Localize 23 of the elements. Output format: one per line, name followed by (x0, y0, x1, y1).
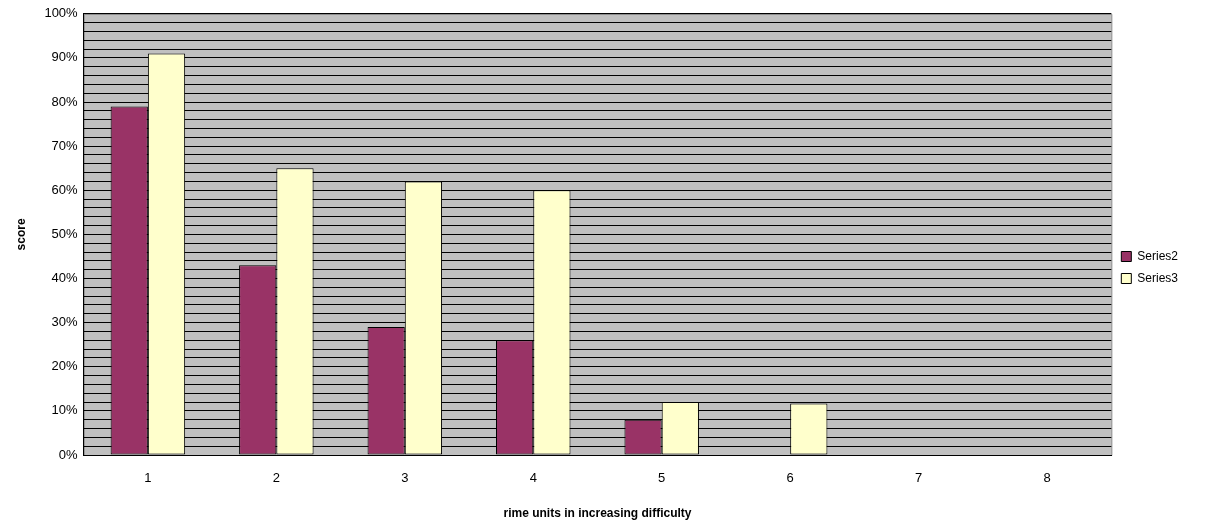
x-tick-label: 7 (915, 470, 923, 486)
legend-label: Series2 (1137, 248, 1179, 263)
y-tick-label: 30% (51, 314, 79, 330)
y-tick-label: 80% (51, 93, 79, 109)
y-tick-label: 60% (51, 181, 79, 197)
x-tick-label: 5 (658, 470, 666, 486)
x-tick-label: 2 (272, 470, 280, 486)
y-tick-label: 50% (51, 225, 79, 241)
y-tick-label: 40% (51, 270, 79, 286)
legend-label: Series3 (1137, 270, 1179, 285)
x-axis-title: rime units in increasing difficulty (503, 506, 692, 521)
x-tick-label: 8 (1043, 470, 1051, 486)
y-tick-label: 70% (51, 137, 79, 153)
y-axis-title: score (13, 218, 28, 251)
y-tick-label: 90% (51, 49, 79, 65)
y-tick-label: 0% (58, 446, 79, 462)
y-tick-label: 10% (51, 402, 79, 418)
x-tick-label: 4 (529, 470, 537, 486)
x-tick-label: 1 (144, 470, 152, 486)
y-tick-label: 100% (44, 5, 79, 21)
x-tick-label: 3 (401, 470, 409, 486)
y-tick-label: 20% (51, 358, 79, 374)
x-tick-label: 6 (786, 470, 794, 486)
